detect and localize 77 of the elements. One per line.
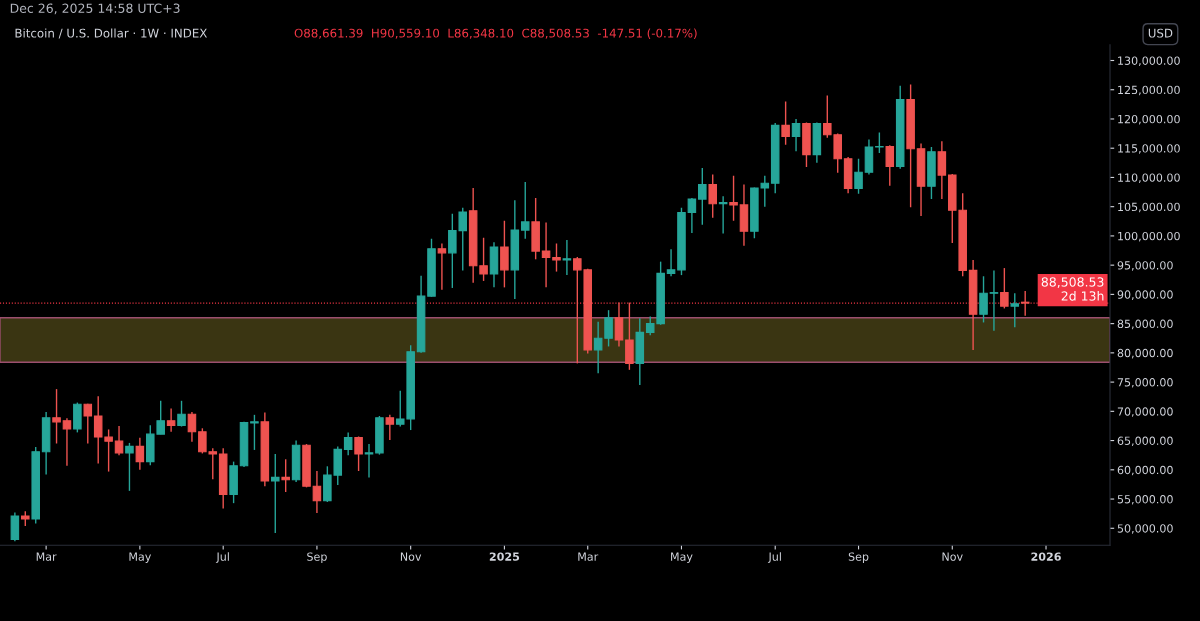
candlestick	[250, 414, 259, 451]
candlestick	[135, 436, 145, 471]
x-tick-label: Mar	[578, 552, 599, 561]
y-tick-label: 60,000.00	[1117, 465, 1173, 476]
candlestick	[52, 388, 61, 445]
y-tick-label: 85,000.00	[1117, 319, 1173, 330]
x-tick-label: 2025	[489, 552, 520, 561]
candlestick	[177, 400, 186, 428]
x-tick-label: Sep	[848, 552, 869, 563]
candlestick	[437, 242, 447, 291]
candlestick	[698, 167, 707, 226]
candlestick	[854, 158, 863, 195]
y-tick-label: 100,000.00	[1118, 231, 1180, 242]
y-axis-title: USD	[1148, 28, 1173, 38]
x-tick-label: Jul	[767, 552, 781, 563]
candlestick	[885, 144, 895, 187]
y-tick-label: 90,000.00	[1117, 290, 1173, 300]
candlestick	[270, 453, 280, 534]
candlestick	[562, 239, 572, 276]
candlestick	[552, 242, 561, 273]
candlestick	[937, 140, 947, 200]
candlestick	[125, 442, 134, 492]
candlestick	[343, 431, 353, 456]
candlestick	[541, 221, 551, 289]
x-tick-label: 2026	[1031, 552, 1061, 561]
y-tick-label: 130,000.00	[1118, 56, 1180, 67]
x-tick-label: May	[129, 552, 152, 563]
x-tick-label: Nov	[942, 552, 963, 561]
candlestick	[791, 118, 801, 152]
candlestick	[781, 100, 790, 146]
x-tick-label: Nov	[400, 552, 422, 561]
candlestick	[281, 458, 290, 493]
candlestick	[1020, 290, 1030, 317]
candlestick	[875, 131, 884, 154]
candlestick	[354, 435, 363, 472]
ref-line-label: 88,508.53 2d 13h	[1041, 277, 1104, 301]
y-tick-label: 70,000.00	[1117, 407, 1173, 417]
y-tick-label: 55,000.00	[1117, 495, 1173, 505]
candlestick	[687, 197, 697, 234]
candlestick	[187, 411, 197, 443]
candlestick	[62, 417, 72, 467]
y-tick-label: 105,000.00	[1118, 202, 1180, 213]
candlestick	[385, 414, 395, 441]
candlestick	[364, 443, 374, 479]
candlestick	[312, 470, 322, 514]
y-tick-label: 80,000.00	[1117, 348, 1173, 359]
chart-title: Bitcoin / U.S. Dollar · 1W · INDEX	[15, 28, 207, 39]
x-tick-label: Jul	[215, 552, 229, 563]
y-tick-label: 120,000.00	[1118, 114, 1180, 125]
y-tick-label: 75,000.00	[1117, 378, 1173, 388]
candlestick	[83, 403, 93, 445]
candlestick	[1000, 267, 1009, 310]
chart-subtitle: O88,661.39 H90,559.10 L86,348.10 C88,508.53 -147.51 (-0.17%)	[294, 28, 697, 39]
candlestick	[10, 511, 20, 542]
y-tick-label: 95,000.00	[1117, 261, 1173, 271]
x-tick-label: Sep	[307, 552, 327, 563]
y-tick-label: 125,000.00	[1118, 85, 1180, 96]
y-tick-label: 50,000.00	[1117, 524, 1173, 534]
text: Dec 26, 2025 14:58 UTC+3	[10, 3, 180, 15]
candlestick	[625, 301, 634, 371]
candlestick	[666, 248, 676, 277]
candlestick	[614, 301, 624, 348]
candlestick	[708, 173, 717, 219]
candlestick	[729, 174, 738, 222]
candlestick	[979, 275, 988, 324]
candlestick	[718, 195, 728, 235]
candlestick	[989, 269, 999, 332]
y-tick-label: 110,000.00	[1118, 173, 1180, 183]
y-tick-label: 65,000.00	[1117, 436, 1173, 447]
candlestick	[166, 407, 176, 433]
x-tick-label: May	[671, 552, 693, 563]
candlestick	[500, 220, 509, 289]
y-tick-label: 115,000.00	[1118, 144, 1180, 154]
x-tick-label: Mar	[36, 552, 57, 561]
candlestick	[520, 181, 530, 240]
candlestick	[1010, 292, 1020, 328]
candlestick	[114, 425, 124, 456]
